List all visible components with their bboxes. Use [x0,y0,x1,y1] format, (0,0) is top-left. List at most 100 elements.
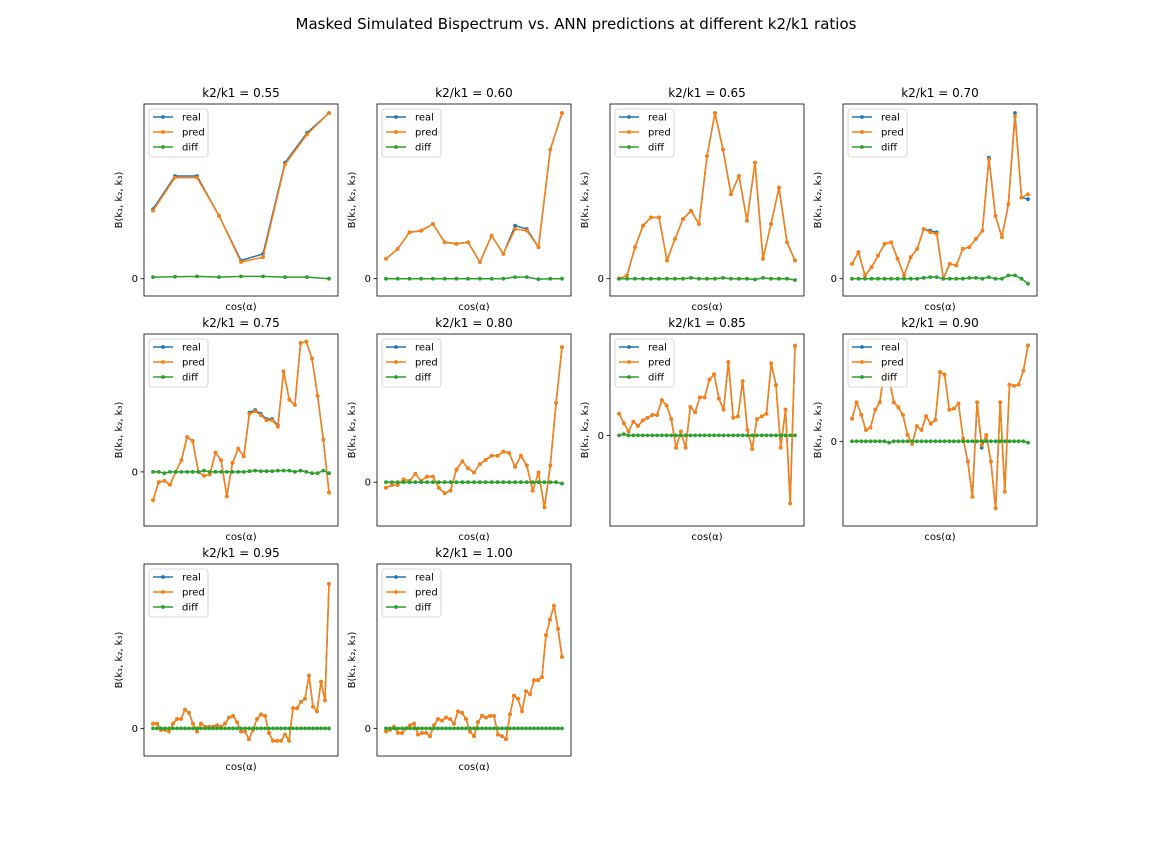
x-axis-label: cos(α) [924,302,955,313]
data-point-pred [508,712,512,717]
data-point-pred [640,418,645,423]
subplot-title: k2/k1 = 0.90 [901,316,979,330]
data-point-diff [1019,276,1024,281]
data-point-diff [484,726,488,731]
data-point-pred [889,240,893,245]
data-point-pred [223,721,227,726]
data-point-diff [788,433,793,438]
data-point-pred [304,339,309,344]
legend-label-real: real [881,113,900,124]
legend-box [847,338,908,388]
data-point-pred [712,372,716,377]
data-point-diff [251,726,255,731]
data-point-diff [993,276,998,281]
data-point-diff [520,726,524,731]
data-point-diff [163,726,167,731]
data-point-diff [239,274,243,279]
data-point-pred [947,407,952,412]
data-point-diff [540,726,544,731]
subplot: k2/k1 = 0.80 0 cos(α) B(k₁, k₂, k₃) real pred… [347,316,572,543]
data-point-pred [519,453,523,458]
data-point-diff [688,433,693,438]
data-point-diff [856,276,861,281]
data-point-diff [896,439,901,444]
data-point-diff [263,726,267,731]
y-axis-label: B(k₁, k₂, k₃) [114,402,125,459]
legend: real pred diff [148,338,209,388]
data-point-diff [183,726,187,731]
data-point-pred [979,443,984,447]
data-point-diff [901,439,905,444]
data-point-pred [167,729,171,734]
data-point-diff [697,276,701,281]
y-tick-label: 0 [132,467,138,478]
series-pred [151,111,331,264]
data-point-diff [905,439,910,444]
data-point-diff [323,726,327,731]
data-point-diff [516,726,520,731]
data-point-diff [673,276,677,281]
data-point-pred [310,356,314,361]
data-point-diff [488,726,492,731]
data-point-diff [617,433,621,438]
subplot: k2/k1 = 0.70 0 cos(α) B(k₁, k₂, k₃) real pred… [813,86,1038,313]
data-point-pred [731,415,736,420]
data-point-diff [998,439,1003,444]
subplot: k2/k1 = 0.55 0 cos(α) B(k₁, k₂, k₃) real pred… [114,86,339,313]
data-point-diff [915,276,920,281]
subplot: k2/k1 = 1.00 0 cos(α) B(k₁, k₂, k₃) real pred… [347,546,572,773]
legend-box [381,338,442,388]
data-point-diff [151,275,155,279]
data-point-pred [191,721,195,726]
y-tick-label: 0 [598,274,604,285]
data-point-pred [548,463,553,468]
data-point-diff [1012,439,1016,444]
data-point-pred [717,396,721,401]
series-diff [617,276,797,282]
data-point-diff [542,480,547,485]
data-point-diff [315,726,319,731]
data-point-diff [407,480,412,485]
data-point-diff [388,726,392,731]
data-point-diff [416,726,420,731]
data-point-pred [261,255,265,260]
data-point-diff [678,433,683,438]
data-point-diff [217,275,221,279]
x-axis-label: cos(α) [458,762,489,773]
data-point-diff [674,433,678,438]
data-point-diff [519,480,523,485]
data-point-pred [448,488,453,493]
data-point-diff [489,276,494,281]
data-point-diff [504,726,508,731]
data-point-diff [952,439,956,444]
data-point-pred [305,132,309,137]
data-point-pred [217,213,221,218]
data-point-diff [253,468,258,473]
subplot-title: k2/k1 = 0.95 [202,546,280,560]
series-diff [384,275,564,282]
data-point-diff [1006,273,1011,278]
data-point-pred [689,208,693,213]
data-point-diff [941,276,946,281]
data-point-diff [173,470,178,474]
legend-marker-pred [161,590,165,594]
data-point-pred [478,462,482,466]
data-point-pred [179,458,184,463]
x-axis-label: cos(α) [924,532,955,543]
data-point-pred [560,111,564,115]
data-point-pred [1000,235,1004,240]
data-point-pred [384,729,388,734]
y-tick-label: 0 [132,724,138,735]
data-point-diff [472,480,476,485]
data-point-pred [960,247,965,251]
data-point-diff [270,469,275,474]
legend: real pred diff [614,338,675,388]
data-point-diff [412,726,416,731]
data-point-pred [183,707,187,712]
data-point-diff [970,439,975,444]
data-point-diff [617,276,621,281]
data-point-pred [267,731,271,735]
legend-label-pred: pred [648,128,671,139]
data-point-pred [253,409,258,414]
data-point-diff [645,433,650,438]
